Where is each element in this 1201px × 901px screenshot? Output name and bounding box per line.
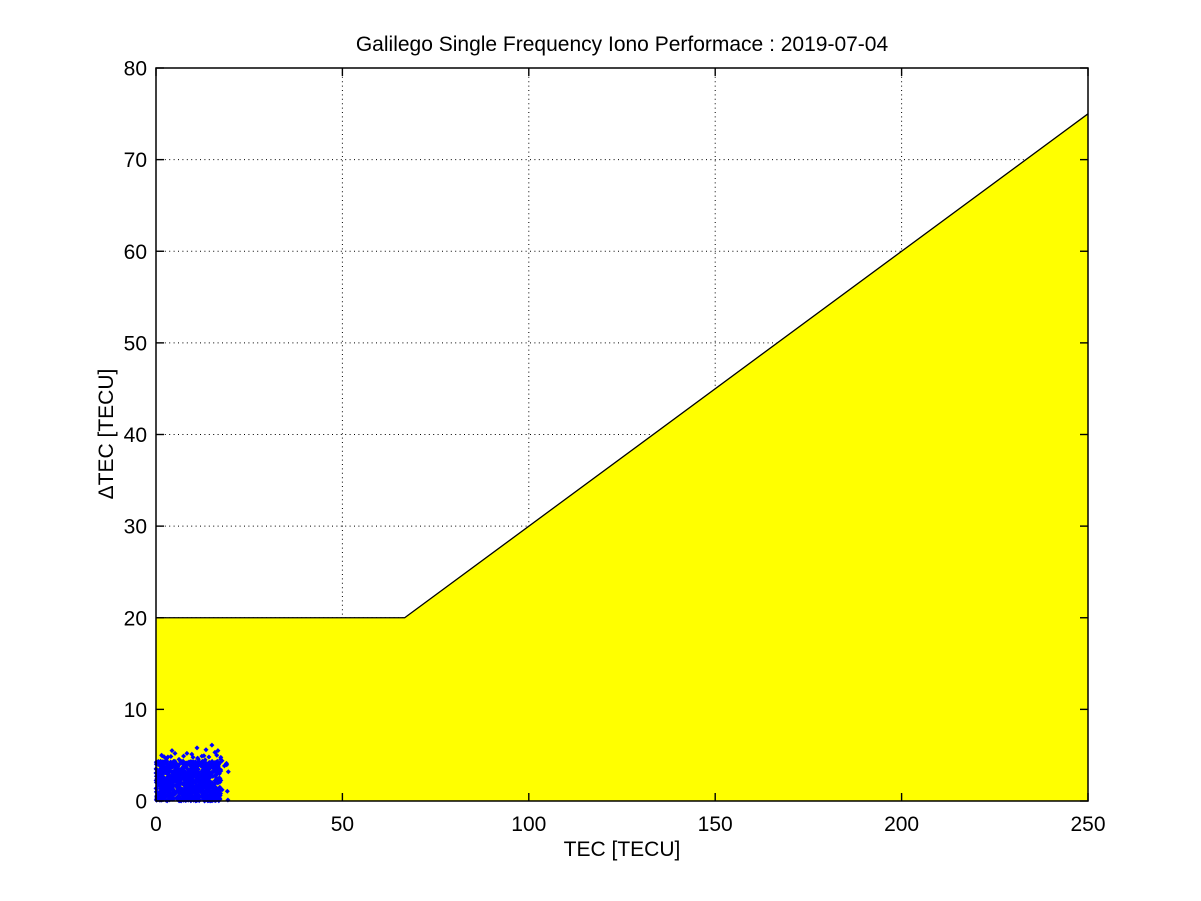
- svg-text:50: 50: [331, 813, 354, 836]
- scatter-points: [153, 742, 231, 804]
- svg-text:30: 30: [124, 516, 147, 539]
- svg-text:250: 250: [1070, 813, 1105, 836]
- svg-text:60: 60: [124, 241, 147, 264]
- svg-text:20: 20: [124, 607, 147, 630]
- svg-text:80: 80: [124, 58, 147, 81]
- svg-text:200: 200: [884, 813, 919, 836]
- tick-labels: 0 50 100 150 200 250 0 10 20 30 40 50 60 70 80: [124, 58, 1106, 837]
- x-axis-label: TEC [TECU]: [563, 838, 681, 861]
- y-axis-label: ΔTEC [TECU]: [95, 368, 118, 500]
- svg-text:10: 10: [124, 699, 147, 722]
- svg-text:40: 40: [124, 424, 147, 447]
- svg-text:0: 0: [135, 791, 147, 814]
- tolerance-region: [156, 113, 1089, 801]
- svg-text:100: 100: [511, 813, 546, 836]
- svg-text:50: 50: [124, 332, 147, 355]
- svg-text:150: 150: [698, 813, 733, 836]
- axis-box: [155, 67, 1089, 802]
- svg-text:70: 70: [124, 149, 147, 172]
- svg-text:0: 0: [150, 813, 162, 836]
- chart-title: Galilego Single Frequency Iono Performac…: [355, 33, 889, 56]
